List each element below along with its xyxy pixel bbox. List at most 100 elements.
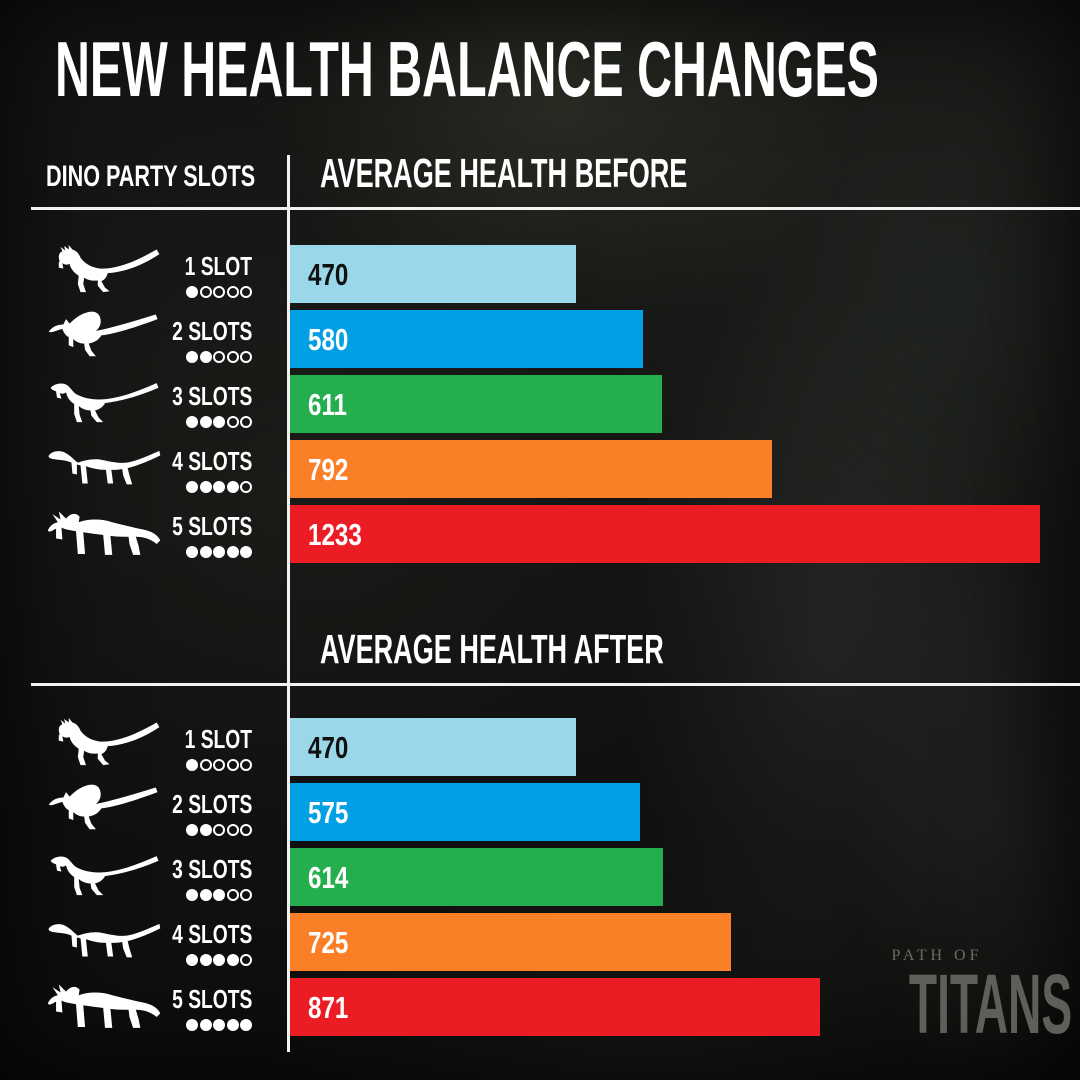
health-bar: 611 xyxy=(290,375,662,433)
health-value: 614 xyxy=(308,859,349,895)
logo-path-of-text: PATH OF xyxy=(891,947,983,964)
slot-dots xyxy=(120,481,252,493)
dot-empty-icon xyxy=(213,286,225,298)
dot-empty-icon xyxy=(213,759,225,771)
page-title: NEW HEALTH BALANCE CHANGES xyxy=(55,25,879,113)
health-bar: 470 xyxy=(290,245,576,303)
slot-count-label: 2 SLOTS xyxy=(171,316,252,346)
slot-row-label: 3 SLOTS xyxy=(120,383,252,428)
dot-empty-icon xyxy=(240,954,252,966)
health-value: 611 xyxy=(308,386,348,422)
slot-row-label: 4 SLOTS xyxy=(120,921,252,966)
slot-dots xyxy=(120,759,252,771)
divider-horizontal-before xyxy=(31,207,1080,210)
dot-filled-icon xyxy=(186,954,198,966)
dot-filled-icon xyxy=(186,481,198,493)
column-header-after: AVERAGE HEALTH AFTER xyxy=(320,626,664,672)
dot-filled-icon xyxy=(226,954,239,966)
slot-count-label: 3 SLOTS xyxy=(171,854,252,884)
dot-filled-icon xyxy=(199,954,212,966)
dot-empty-icon xyxy=(240,824,252,836)
slot-count-label: 4 SLOTS xyxy=(171,446,252,476)
slot-row-label: 5 SLOTS xyxy=(120,513,252,558)
slot-count-label: 2 SLOTS xyxy=(171,789,252,819)
dot-filled-icon xyxy=(186,416,198,428)
dot-filled-icon xyxy=(186,351,198,363)
slot-row-label: 1 SLOT xyxy=(120,253,252,298)
health-bar: 871 xyxy=(290,978,820,1036)
health-bar: 614 xyxy=(290,848,663,906)
health-value: 792 xyxy=(308,451,349,487)
slot-dots xyxy=(120,351,252,363)
dot-filled-icon xyxy=(199,1019,212,1031)
dot-empty-icon xyxy=(240,416,252,428)
dot-empty-icon xyxy=(240,286,252,298)
dot-empty-icon xyxy=(226,351,239,363)
dot-filled-icon xyxy=(186,824,198,836)
dot-empty-icon xyxy=(226,416,239,428)
dot-filled-icon xyxy=(213,1019,225,1031)
dot-filled-icon xyxy=(199,481,212,493)
dot-filled-icon xyxy=(186,889,198,901)
dot-empty-icon xyxy=(199,759,212,771)
slot-count-label: 3 SLOTS xyxy=(171,381,252,411)
slot-count-label: 1 SLOT xyxy=(184,251,252,281)
divider-vertical xyxy=(287,155,290,1052)
slot-dots xyxy=(120,416,252,428)
health-bar: 575 xyxy=(290,783,640,841)
dot-empty-icon xyxy=(213,351,225,363)
health-value: 871 xyxy=(308,989,349,1025)
dot-filled-icon xyxy=(213,546,225,558)
health-bar: 580 xyxy=(290,310,643,368)
slot-count-label: 5 SLOTS xyxy=(171,984,252,1014)
health-value: 580 xyxy=(308,321,349,357)
dot-filled-icon xyxy=(199,351,212,363)
dot-filled-icon xyxy=(213,889,225,901)
dot-filled-icon xyxy=(240,546,252,558)
dot-empty-icon xyxy=(226,286,239,298)
slot-row-label: 4 SLOTS xyxy=(120,448,252,493)
health-bar: 470 xyxy=(290,718,576,776)
health-value: 725 xyxy=(308,924,349,960)
dot-filled-icon xyxy=(186,1019,198,1031)
dot-empty-icon xyxy=(240,759,252,771)
slot-count-label: 4 SLOTS xyxy=(171,919,252,949)
dot-filled-icon xyxy=(240,1019,252,1031)
slot-dots xyxy=(120,954,252,966)
dot-filled-icon xyxy=(213,954,225,966)
column-header-before: AVERAGE HEALTH BEFORE xyxy=(320,150,688,196)
dot-filled-icon xyxy=(213,416,225,428)
dot-filled-icon xyxy=(199,889,212,901)
dot-filled-icon xyxy=(226,1019,239,1031)
dot-empty-icon xyxy=(226,759,239,771)
slot-dots xyxy=(120,546,252,558)
slot-dots xyxy=(120,889,252,901)
dot-filled-icon xyxy=(226,546,239,558)
slot-row-label: 3 SLOTS xyxy=(120,856,252,901)
health-value: 1233 xyxy=(308,516,362,552)
dot-empty-icon xyxy=(226,889,239,901)
health-bar: 792 xyxy=(290,440,772,498)
path-of-titans-logo: PATH OF TITANS xyxy=(842,947,1073,1047)
dot-filled-icon xyxy=(186,286,198,298)
column-header-dino-party-slots: DINO PARTY SLOTS xyxy=(46,160,256,193)
health-value: 575 xyxy=(308,794,349,830)
slot-count-label: 1 SLOT xyxy=(184,724,252,754)
dot-filled-icon xyxy=(213,481,225,493)
dot-filled-icon xyxy=(199,824,212,836)
dot-empty-icon xyxy=(213,824,225,836)
slot-dots xyxy=(120,824,252,836)
dot-filled-icon xyxy=(226,481,239,493)
slot-dots xyxy=(120,1019,252,1031)
slot-row-label: 1 SLOT xyxy=(120,726,252,771)
dot-empty-icon xyxy=(199,286,212,298)
slot-dots xyxy=(120,286,252,298)
logo-titans-text: TITANS xyxy=(908,957,1073,1051)
health-bar: 1233 xyxy=(290,505,1040,563)
divider-horizontal-after xyxy=(31,683,1080,686)
health-value: 470 xyxy=(308,256,349,292)
dot-empty-icon xyxy=(240,889,252,901)
health-bar: 725 xyxy=(290,913,731,971)
